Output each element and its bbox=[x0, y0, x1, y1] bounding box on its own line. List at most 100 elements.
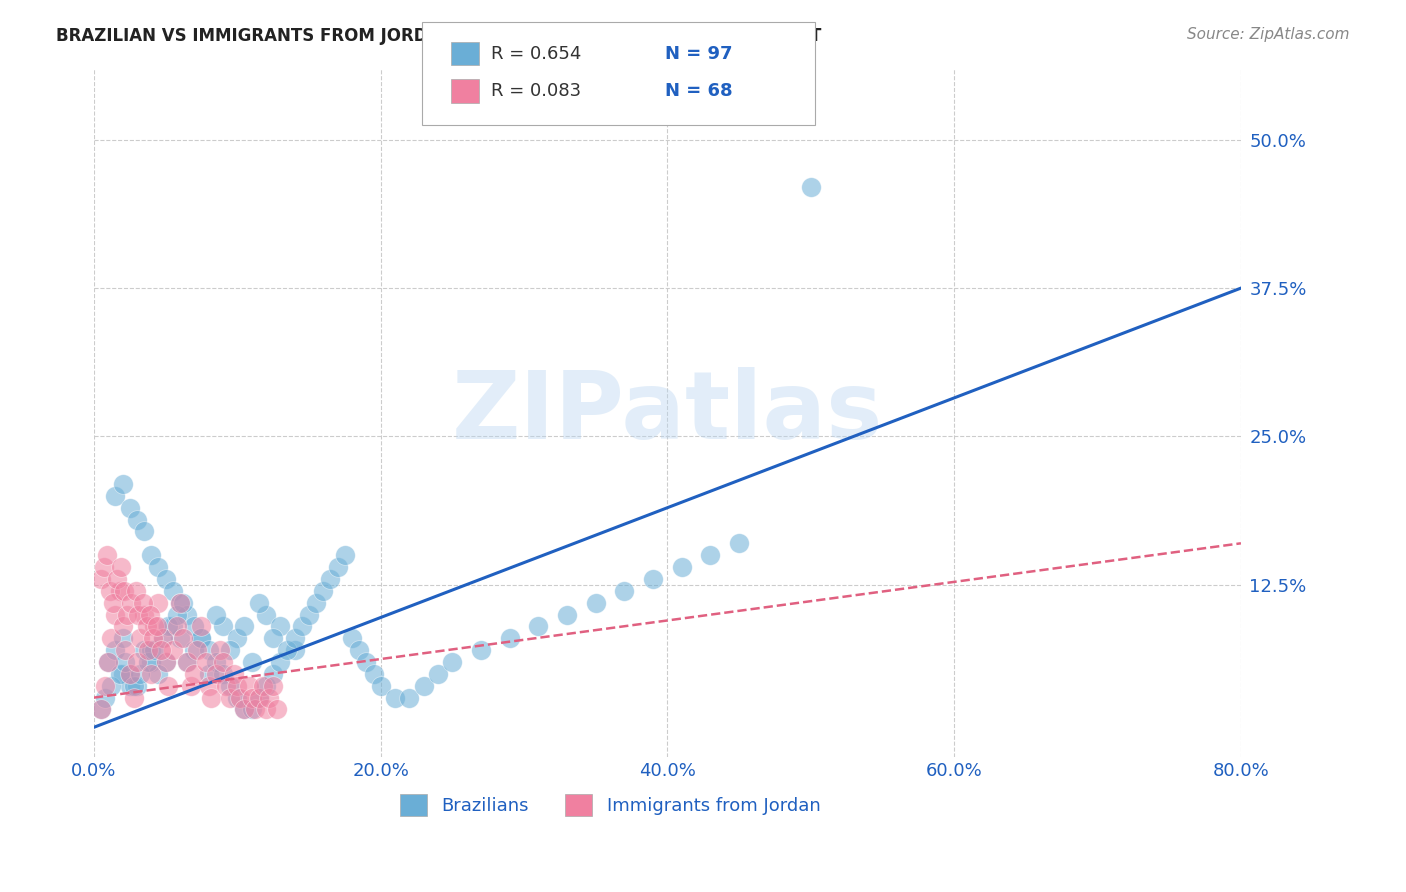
Point bbox=[190, 619, 212, 633]
Point bbox=[356, 655, 378, 669]
Point bbox=[254, 607, 277, 622]
Point bbox=[155, 572, 177, 586]
Point bbox=[527, 619, 550, 633]
Point bbox=[108, 583, 131, 598]
Point bbox=[585, 596, 607, 610]
Point bbox=[157, 679, 180, 693]
Point bbox=[499, 632, 522, 646]
Text: N = 97: N = 97 bbox=[665, 45, 733, 62]
Point bbox=[252, 679, 274, 693]
Point bbox=[238, 679, 260, 693]
Point bbox=[120, 596, 142, 610]
Point bbox=[114, 655, 136, 669]
Point bbox=[215, 679, 238, 693]
Point bbox=[233, 702, 256, 716]
Point bbox=[138, 643, 160, 657]
Point bbox=[97, 655, 120, 669]
Point bbox=[224, 666, 246, 681]
Point bbox=[262, 632, 284, 646]
Point bbox=[176, 607, 198, 622]
Point bbox=[212, 655, 235, 669]
Point bbox=[197, 679, 219, 693]
Legend: Brazilians, Immigrants from Jordan: Brazilians, Immigrants from Jordan bbox=[392, 787, 828, 823]
Point bbox=[384, 690, 406, 705]
Point bbox=[141, 666, 163, 681]
Point bbox=[172, 596, 194, 610]
Text: ZIPatlas: ZIPatlas bbox=[451, 367, 883, 458]
Point bbox=[96, 548, 118, 562]
Point bbox=[333, 548, 356, 562]
Point bbox=[190, 632, 212, 646]
Point bbox=[176, 655, 198, 669]
Point bbox=[699, 548, 721, 562]
Point bbox=[138, 655, 160, 669]
Point bbox=[229, 690, 252, 705]
Point bbox=[319, 572, 342, 586]
Point bbox=[176, 655, 198, 669]
Point bbox=[305, 596, 328, 610]
Point bbox=[111, 632, 134, 646]
Point bbox=[166, 607, 188, 622]
Point bbox=[118, 666, 141, 681]
Point bbox=[643, 572, 665, 586]
Point bbox=[122, 690, 145, 705]
Point bbox=[212, 619, 235, 633]
Point bbox=[186, 643, 208, 657]
Point bbox=[276, 643, 298, 657]
Point bbox=[111, 666, 134, 681]
Point bbox=[155, 655, 177, 669]
Text: N = 68: N = 68 bbox=[665, 82, 733, 100]
Point bbox=[169, 632, 191, 646]
Point bbox=[312, 583, 335, 598]
Point bbox=[110, 560, 132, 574]
Point bbox=[172, 632, 194, 646]
Point bbox=[291, 619, 314, 633]
Point bbox=[100, 679, 122, 693]
Point bbox=[141, 655, 163, 669]
Point bbox=[93, 560, 115, 574]
Point bbox=[141, 643, 163, 657]
Point bbox=[166, 619, 188, 633]
Point bbox=[555, 607, 578, 622]
Point bbox=[125, 512, 148, 526]
Point bbox=[98, 583, 121, 598]
Point bbox=[139, 607, 162, 622]
Point bbox=[132, 607, 155, 622]
Point bbox=[233, 619, 256, 633]
Point bbox=[169, 596, 191, 610]
Point bbox=[105, 572, 128, 586]
Text: Source: ZipAtlas.com: Source: ZipAtlas.com bbox=[1187, 27, 1350, 42]
Point bbox=[148, 666, 170, 681]
Point bbox=[127, 607, 149, 622]
Point bbox=[128, 632, 150, 646]
Point bbox=[266, 702, 288, 716]
Point bbox=[180, 679, 202, 693]
Point bbox=[118, 679, 141, 693]
Point bbox=[226, 690, 249, 705]
Point bbox=[124, 583, 146, 598]
Point bbox=[90, 702, 112, 716]
Point bbox=[128, 666, 150, 681]
Point bbox=[162, 619, 184, 633]
Point bbox=[131, 596, 153, 610]
Point bbox=[150, 643, 173, 657]
Point bbox=[125, 679, 148, 693]
Point bbox=[219, 643, 242, 657]
Point bbox=[370, 679, 392, 693]
Point bbox=[111, 619, 134, 633]
Point bbox=[269, 619, 291, 633]
Point bbox=[363, 666, 385, 681]
Point bbox=[284, 632, 307, 646]
Point bbox=[197, 666, 219, 681]
Point bbox=[613, 583, 636, 598]
Point bbox=[194, 655, 217, 669]
Point bbox=[254, 702, 277, 716]
Point bbox=[247, 596, 270, 610]
Point bbox=[169, 596, 191, 610]
Point bbox=[233, 702, 256, 716]
Point bbox=[94, 690, 117, 705]
Point bbox=[100, 632, 122, 646]
Text: R = 0.654: R = 0.654 bbox=[491, 45, 581, 62]
Point bbox=[254, 679, 277, 693]
Point bbox=[162, 643, 184, 657]
